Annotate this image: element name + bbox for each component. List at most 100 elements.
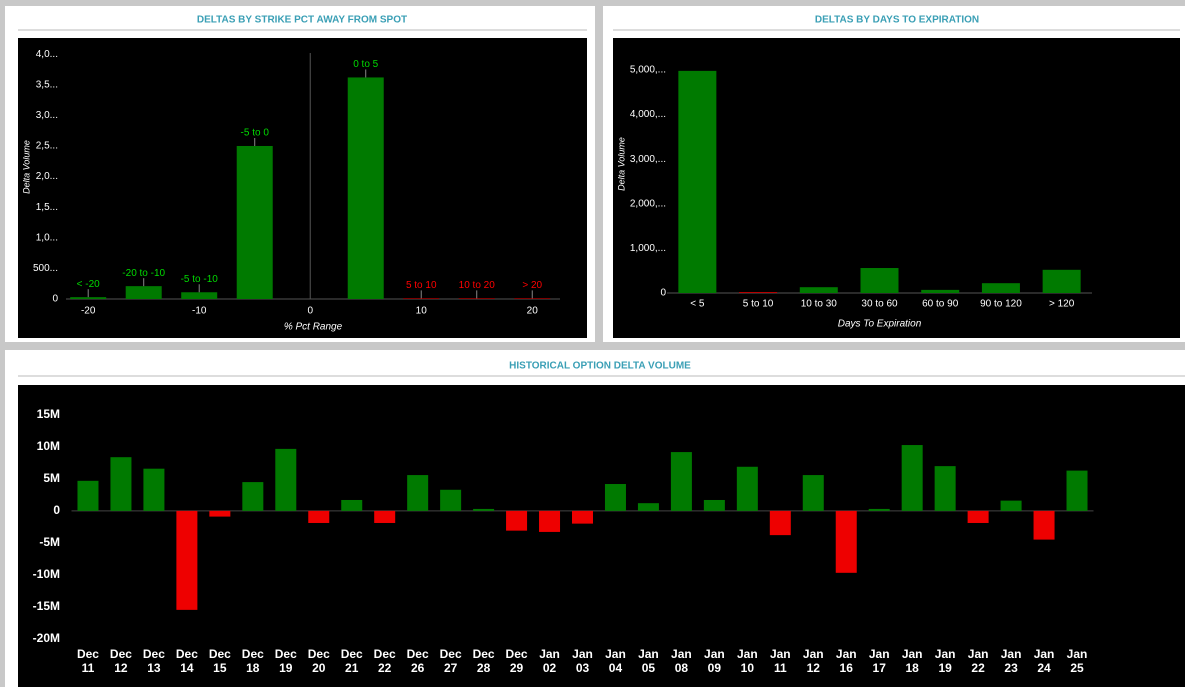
x-tick-label: Dec 12 [109, 647, 132, 675]
x-tick-label: Dec 13 [142, 647, 165, 675]
plot-area [18, 385, 1185, 687]
bar [236, 145, 273, 299]
y-tick-label: 1,000,... [630, 243, 666, 254]
bar [678, 70, 717, 293]
chart-title: DELTAS BY STRIKE PCT AWAY FROM SPOT [197, 15, 407, 26]
bar [70, 297, 107, 299]
x-tick-label: Jan 02 [539, 647, 560, 675]
x-tick-label: Jan 16 [835, 647, 857, 675]
bar [1033, 510, 1055, 540]
bar [374, 510, 396, 523]
x-tick-label: Dec 18 [241, 647, 264, 675]
y-axis-label: Delta Volume [616, 137, 626, 191]
bar [860, 268, 899, 293]
bar [637, 503, 659, 511]
x-tick-label: Dec 11 [76, 647, 99, 675]
y-tick-label: -15M [33, 599, 60, 613]
bar-label: 10 to 20 [459, 280, 496, 291]
x-tick-label: Dec 28 [472, 647, 495, 675]
bar [539, 510, 561, 532]
x-tick-label: Jan 03 [572, 647, 593, 675]
x-tick-label: 5 to 10 [743, 299, 774, 310]
x-tick-label: Dec 15 [208, 647, 231, 675]
y-tick-label: 0 [660, 288, 666, 299]
y-tick-label: 3,5... [36, 79, 58, 90]
bar-label: -20 to -10 [122, 268, 165, 279]
x-tick-label: 10 to 30 [801, 299, 838, 310]
bar [934, 466, 956, 511]
bar [407, 475, 429, 511]
x-tick-label: Jan 23 [1000, 647, 1022, 675]
plot-area [18, 38, 587, 338]
chart-title: DELTAS BY DAYS TO EXPIRATION [815, 15, 979, 26]
x-tick-label: > 120 [1049, 299, 1075, 310]
x-tick-label: 90 to 120 [980, 299, 1022, 310]
y-tick-label: 0 [53, 503, 60, 517]
x-tick-label: Jan 04 [605, 647, 626, 675]
bar [125, 286, 162, 299]
bar [308, 510, 330, 523]
bar [458, 298, 495, 299]
bar [769, 510, 791, 536]
y-tick-label: 10M [37, 439, 60, 453]
bar-label: 5 to 10 [406, 280, 437, 291]
x-tick-label: Jan 08 [671, 647, 692, 675]
x-tick-label: Jan 11 [769, 647, 791, 675]
y-tick-label: 4,0... [36, 49, 58, 60]
x-axis-label: Days To Expiration [838, 319, 922, 330]
bar-label: -5 to -10 [181, 274, 219, 285]
bar [572, 510, 593, 524]
x-tick-label: Dec 19 [274, 647, 297, 675]
x-tick-label: Jan 25 [1066, 647, 1088, 675]
x-tick-label: Dec 29 [505, 647, 528, 675]
bar [670, 452, 692, 511]
x-tick-label: Jan 10 [736, 647, 758, 675]
bar [835, 510, 857, 573]
bar [403, 298, 440, 299]
bar [143, 468, 165, 511]
bar [347, 77, 384, 299]
bar [868, 508, 890, 511]
bar-label: > 20 [522, 280, 542, 291]
chart-title: HISTORICAL OPTION DELTA VOLUME [509, 361, 691, 372]
bar [703, 499, 725, 511]
x-tick-label: Dec 14 [175, 647, 198, 675]
bar [176, 510, 198, 610]
y-tick-label: -5M [39, 535, 60, 549]
x-tick-label: -20 [81, 306, 96, 317]
x-tick-label: 10 [416, 306, 428, 317]
y-tick-label: 1,5... [36, 202, 58, 213]
y-tick-label: -10M [33, 567, 60, 581]
bar [901, 445, 923, 511]
bar [341, 499, 363, 511]
y-tick-label: -20M [33, 631, 60, 645]
bar [440, 489, 462, 511]
y-tick-label: 3,000,... [630, 154, 666, 165]
y-tick-label: 500... [33, 263, 58, 274]
x-tick-label: Jan 19 [934, 647, 956, 675]
bar [921, 289, 960, 293]
y-tick-label: 3,0... [36, 110, 58, 121]
x-tick-label: Jan 05 [638, 647, 659, 675]
x-tick-label: Dec 20 [307, 647, 330, 675]
bar [604, 484, 626, 511]
y-tick-label: 5M [43, 471, 60, 485]
x-tick-label: Jan 12 [802, 647, 824, 675]
bar [181, 292, 218, 299]
x-tick-label: < 5 [690, 299, 705, 310]
x-tick-label: -10 [192, 306, 207, 317]
x-tick-label: Dec 22 [373, 647, 396, 675]
y-tick-label: 5,000,... [630, 65, 666, 76]
x-axis-label: % Pct Range [284, 322, 343, 333]
bar [739, 292, 778, 293]
x-tick-label: Dec 27 [439, 647, 462, 675]
x-tick-label: Jan 22 [967, 647, 989, 675]
y-tick-label: 4,000,... [630, 109, 666, 120]
bar [1042, 269, 1081, 293]
x-tick-label: Jan 09 [704, 647, 725, 675]
x-tick-label: Jan 24 [1033, 647, 1055, 675]
x-tick-label: 60 to 90 [922, 299, 959, 310]
y-tick-label: 2,5... [36, 141, 58, 152]
